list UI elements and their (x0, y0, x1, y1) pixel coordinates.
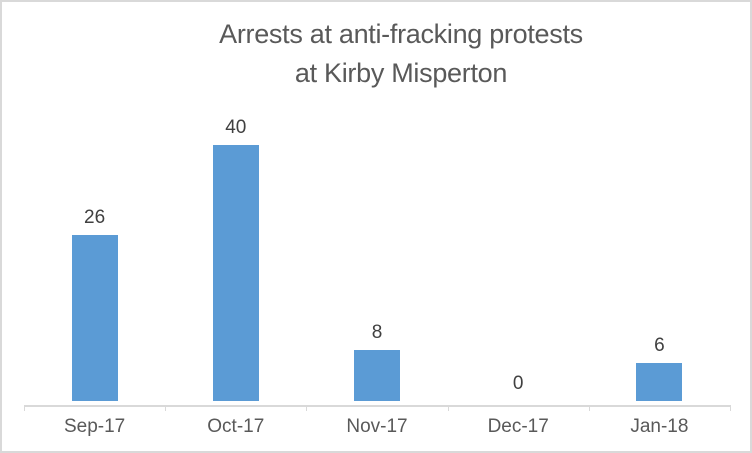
chart-title-line-1: Arrests at anti-fracking protests (219, 19, 583, 49)
data-label-sep-17: 26 (84, 206, 106, 228)
bar-oct-17 (212, 145, 259, 401)
x-axis-line (24, 405, 730, 407)
x-axis-label-sep-17: Sep-17 (63, 416, 126, 437)
chart-title-line-2: at Kirby Misperton (294, 58, 508, 88)
data-label-jan-18: 6 (654, 334, 665, 356)
x-axis-tick (730, 405, 731, 411)
data-label-dec-17: 0 (512, 373, 524, 394)
x-axis-tick (447, 405, 449, 411)
x-axis-tick (24, 405, 25, 411)
chart-title: Arrests at anti-fracking protests at Kir… (219, 15, 583, 93)
data-label-oct-17: 40 (225, 117, 247, 138)
x-axis-label-oct-17: Oct-17 (207, 416, 265, 437)
data-label-nov-17: 8 (371, 321, 383, 343)
x-axis-label-jan-18: Jan-18 (630, 416, 689, 437)
x-axis-label-nov-17: Nov-17 (346, 416, 408, 437)
x-axis-tick (588, 405, 590, 411)
x-axis-tick (306, 405, 308, 411)
x-axis-tick (165, 405, 167, 411)
bar-sep-17 (71, 234, 118, 401)
bar-jan-18 (636, 362, 683, 401)
x-axis-label-dec-17: Dec-17 (487, 416, 549, 437)
bar-nov-17 (354, 349, 400, 401)
